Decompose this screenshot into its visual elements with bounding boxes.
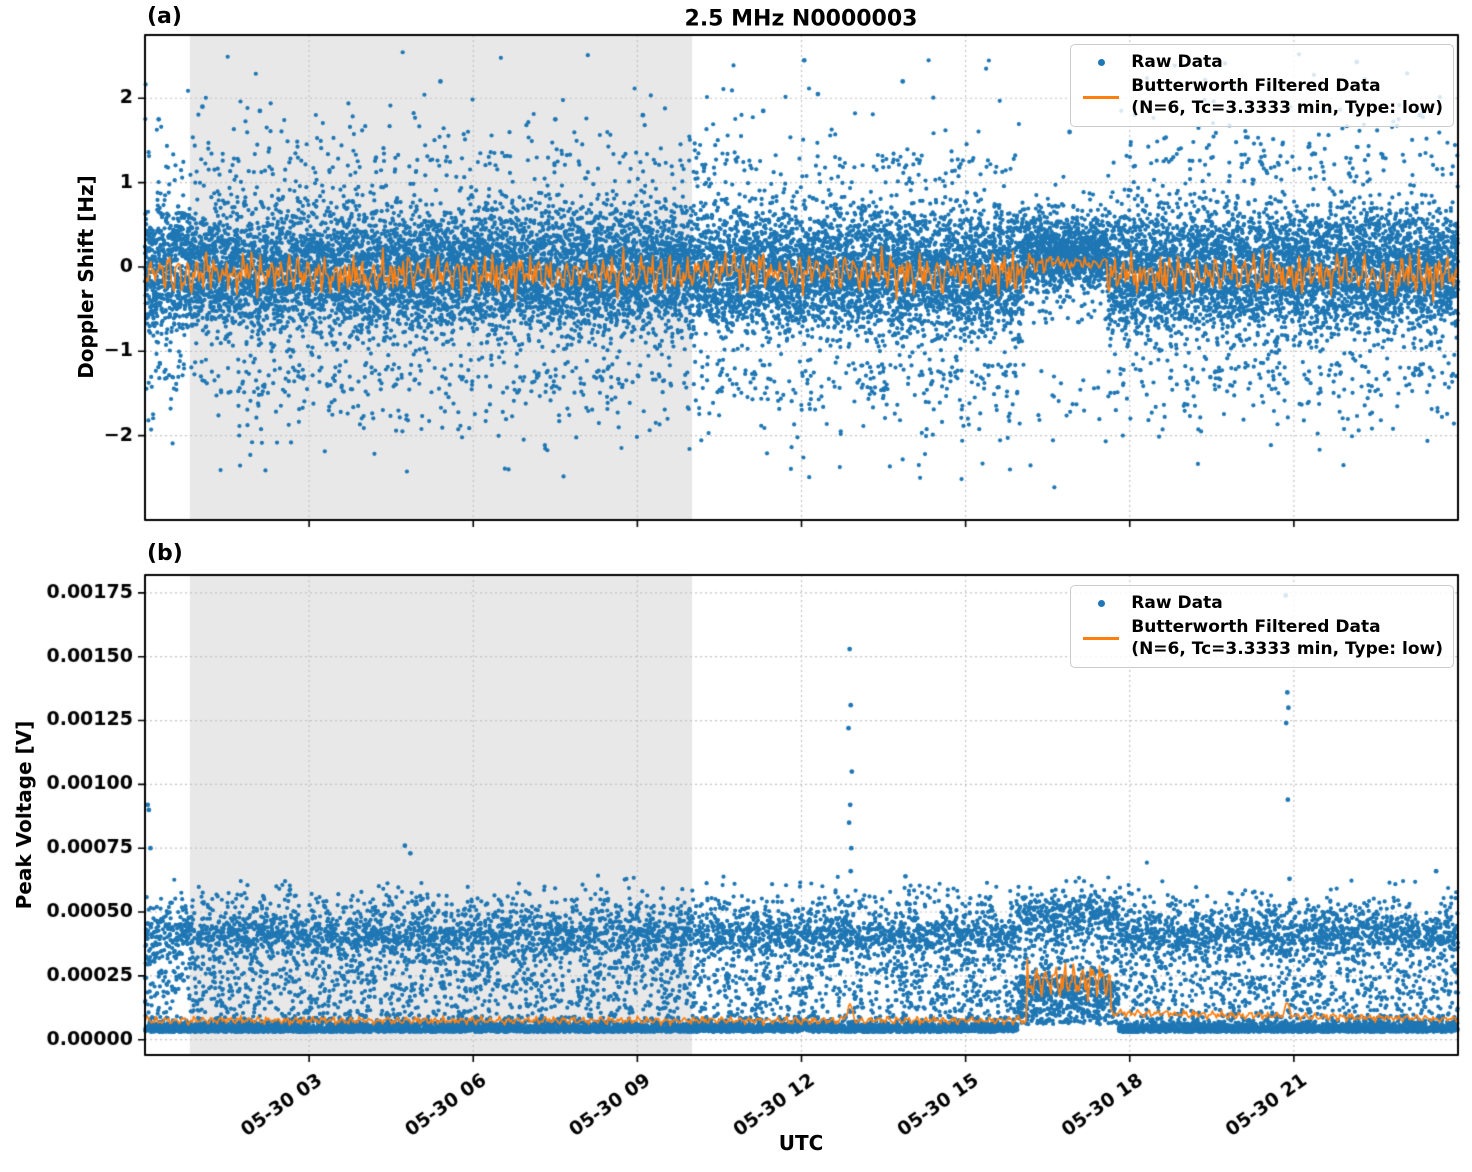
legend-filtered-sublabel: (N=6, Tc=3.3333 min, Type: low) [1131,638,1443,659]
raw-data-marker-handle [1079,600,1123,608]
legend-entry-filtered: Butterworth Filtered Data (N=6, Tc=3.333… [1079,76,1443,119]
panel-a-label: (a) [147,4,182,29]
legend-entry-raw: Raw Data [1079,593,1443,614]
filtered-line-handle [1079,96,1123,99]
panel-b-label: (b) [147,541,183,566]
legend-panel-b: Raw Data Butterworth Filtered Data (N=6,… [1070,585,1454,668]
legend-panel-a: Raw Data Butterworth Filtered Data (N=6,… [1070,44,1454,127]
legend-entry-raw: Raw Data [1079,52,1443,73]
filtered-line-marker [1083,96,1120,99]
x-axis-label: UTC [778,1131,824,1155]
raw-data-marker [1097,59,1105,67]
legend-entry-filtered: Butterworth Filtered Data (N=6, Tc=3.333… [1079,617,1443,660]
chart-title: 2.5 MHz N0000003 [684,6,918,32]
raw-data-marker-handle [1079,59,1123,67]
legend-filtered-label: Butterworth Filtered Data [1131,76,1381,97]
legend-filtered-label: Butterworth Filtered Data [1131,617,1381,638]
y-axis-label-a: Doppler Shift [Hz] [74,175,98,379]
legend-filtered-sublabel: (N=6, Tc=3.3333 min, Type: low) [1131,97,1443,118]
y-axis-label-b: Peak Voltage [V] [12,720,36,910]
legend-raw-label: Raw Data [1131,593,1223,613]
filtered-line-handle [1079,637,1123,640]
legend-raw-label: Raw Data [1131,52,1223,72]
raw-data-marker [1097,600,1105,608]
filtered-line-marker [1083,637,1120,640]
